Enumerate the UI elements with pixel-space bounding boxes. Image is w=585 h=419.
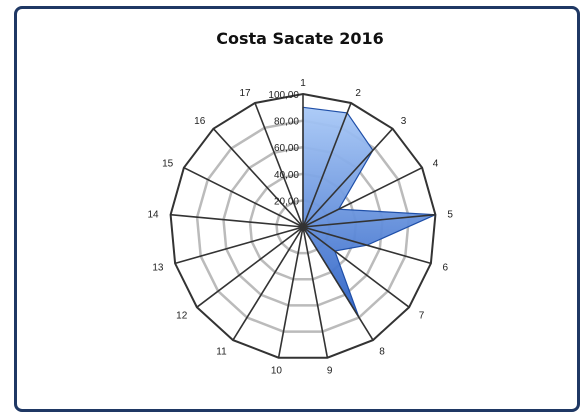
chart-title: Costa Sacate 2016 xyxy=(216,29,384,48)
radar-tick-labels: 20,00 40,00 60,00 80,00 100,00 xyxy=(268,90,299,207)
radar-spoke-5 xyxy=(302,213,436,228)
radar-spokes xyxy=(170,94,436,358)
radar-category-label-14: 14 xyxy=(147,210,159,221)
radar-ring-5 xyxy=(169,92,437,359)
radar-spoke-10 xyxy=(277,226,304,358)
radar-ring-2 xyxy=(248,172,358,281)
radar-category-label-9: 9 xyxy=(327,366,333,377)
radar-category-label-4: 4 xyxy=(433,158,439,169)
radar-category-label-8: 8 xyxy=(379,346,385,357)
radar-category-label-12: 12 xyxy=(176,310,188,321)
radar-spoke-8 xyxy=(302,226,374,341)
radar-category-label-10: 10 xyxy=(271,366,283,377)
radar-spoke-9 xyxy=(302,226,329,358)
radar-spoke-13 xyxy=(174,226,304,265)
radar-tick-label: 100,00 xyxy=(268,90,299,101)
radar-category-label-16: 16 xyxy=(194,116,206,127)
radar-ring-3 xyxy=(222,145,384,307)
radar-spoke-17 xyxy=(254,102,304,228)
radar-series-area-1 xyxy=(302,106,436,318)
radar-category-label-15: 15 xyxy=(162,158,174,169)
radar-tick-label: 60,00 xyxy=(274,143,299,154)
radar-spoke-12 xyxy=(196,226,304,308)
radar-spoke-6 xyxy=(302,226,432,265)
radar-tick-label: 40,00 xyxy=(274,170,299,181)
radar-category-label-7: 7 xyxy=(419,310,425,321)
radar-category-label-6: 6 xyxy=(443,263,449,274)
chart-frame: Costa Sacate 2016 xyxy=(14,6,580,412)
radar-ring-4 xyxy=(195,119,411,333)
radar-tick-label: 80,00 xyxy=(274,117,299,128)
radar-spoke-2 xyxy=(302,102,352,228)
radar-category-label-1: 1 xyxy=(300,78,306,89)
radar-tick-label: 20,00 xyxy=(274,196,299,207)
radar-category-label-3: 3 xyxy=(401,116,407,127)
radar-category-label-2: 2 xyxy=(355,88,361,99)
radar-spoke-7 xyxy=(302,226,410,308)
radar-category-label-17: 17 xyxy=(239,88,251,99)
radar-spoke-4 xyxy=(302,166,423,228)
radar-spoke-15 xyxy=(183,166,304,228)
radar-spoke-11 xyxy=(232,226,304,341)
radar-spoke-14 xyxy=(170,213,304,228)
radar-category-label-5: 5 xyxy=(447,210,453,221)
radar-spoke-3 xyxy=(302,128,394,228)
radar-series xyxy=(302,106,436,318)
radar-spoke-16 xyxy=(212,128,304,228)
radar-category-label-13: 13 xyxy=(152,263,164,274)
radar-category-label-11: 11 xyxy=(216,346,227,357)
